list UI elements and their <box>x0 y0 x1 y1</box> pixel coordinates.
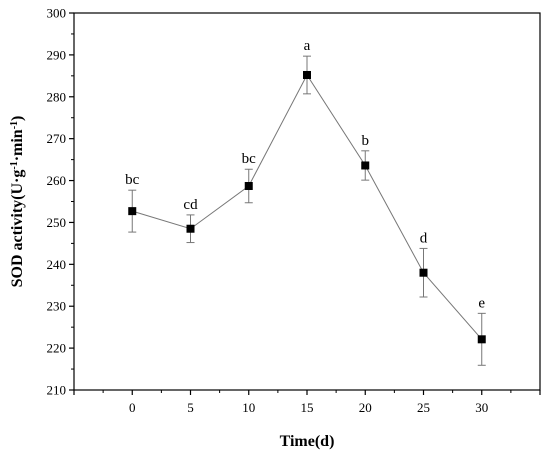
data-point-marker <box>419 268 428 277</box>
x-tick-label: 0 <box>129 400 136 415</box>
y-tick-label: 270 <box>47 131 67 146</box>
significance-label: b <box>362 133 370 149</box>
y-axis-title-part: SOD activity(U·g <box>9 170 26 288</box>
y-axis-title-part: ) <box>9 116 26 121</box>
data-point-marker <box>186 224 195 233</box>
y-tick-label: 240 <box>47 257 67 272</box>
y-axis-title-superscript: -1 <box>9 121 20 129</box>
data-point-marker <box>477 335 486 344</box>
y-tick-label: 250 <box>47 215 67 230</box>
y-axis-title-superscript: -1 <box>9 161 20 169</box>
y-tick-label: 260 <box>47 173 67 188</box>
data-point-marker <box>128 207 137 216</box>
data-point-marker <box>361 161 370 170</box>
x-tick-label: 15 <box>301 400 314 415</box>
x-tick-label: 5 <box>187 400 194 415</box>
y-tick-label: 290 <box>47 47 67 62</box>
x-tick-label: 10 <box>242 400 255 415</box>
x-axis-title: Time(d) <box>280 433 335 450</box>
y-tick-label: 300 <box>47 6 67 21</box>
x-tick-label: 20 <box>359 400 372 415</box>
significance-label: e <box>478 295 485 311</box>
x-tick-label: 25 <box>417 400 430 415</box>
y-tick-label: 280 <box>47 89 67 104</box>
y-tick-label: 230 <box>47 299 67 314</box>
data-point-marker <box>244 182 253 191</box>
significance-label: bc <box>125 172 140 188</box>
significance-label: cd <box>183 197 198 213</box>
y-axis-title: SOD activity(U·g-1·min-1) <box>9 116 27 288</box>
significance-label: d <box>420 230 428 246</box>
significance-label: a <box>304 38 311 54</box>
y-axis-title-part: ·min <box>9 129 26 161</box>
y-tick-label: 220 <box>47 341 67 356</box>
y-tick-label: 210 <box>47 383 67 398</box>
significance-label: bc <box>242 151 257 167</box>
data-point-marker <box>303 70 311 79</box>
x-tick-label: 30 <box>475 400 488 415</box>
